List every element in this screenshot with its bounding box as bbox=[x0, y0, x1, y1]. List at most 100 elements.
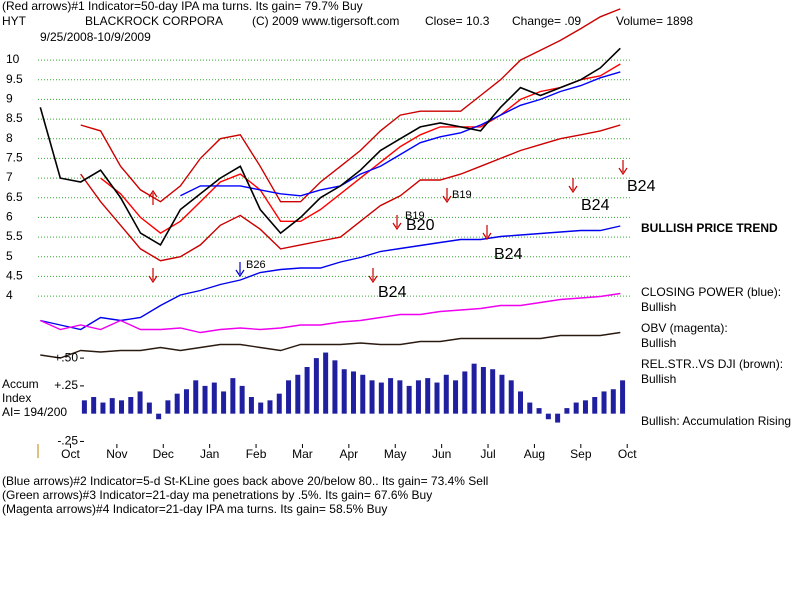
bar bbox=[211, 382, 217, 414]
bar bbox=[332, 360, 338, 414]
x-tick-label: May bbox=[384, 447, 407, 461]
legend-status: Bullish bbox=[641, 336, 676, 350]
legend-status: Bullish bbox=[641, 372, 676, 386]
bar bbox=[128, 397, 134, 414]
arrow-head bbox=[442, 195, 452, 204]
y-tick-label: 8 bbox=[6, 131, 13, 145]
arrow-head bbox=[618, 167, 628, 176]
bar bbox=[350, 371, 356, 414]
y-tick-label: 9.5 bbox=[6, 72, 23, 86]
y-tick-label: 5.5 bbox=[6, 229, 23, 243]
arrow-head bbox=[235, 269, 245, 278]
y-tick-label: 4.5 bbox=[6, 269, 23, 283]
x-tick-label: Dec bbox=[153, 447, 174, 461]
bar bbox=[202, 385, 208, 414]
bar bbox=[592, 397, 598, 414]
annotation: B24 bbox=[378, 284, 407, 301]
bar bbox=[499, 374, 505, 414]
y-tick-label: 10 bbox=[6, 52, 20, 66]
bar bbox=[295, 374, 301, 414]
series-line bbox=[180, 71, 621, 197]
x-tick-label: Sep bbox=[570, 447, 592, 461]
bar bbox=[425, 378, 431, 414]
annotation: B24 bbox=[627, 178, 656, 195]
bar bbox=[100, 402, 106, 414]
x-tick-label: Oct bbox=[61, 447, 80, 461]
date-range: 9/25/2008-10/9/2009 bbox=[40, 30, 151, 44]
bar bbox=[221, 391, 227, 414]
y-tick-label: 4 bbox=[6, 288, 13, 302]
bar bbox=[453, 380, 459, 414]
arrow-head bbox=[568, 185, 578, 194]
bar bbox=[323, 352, 329, 414]
bar bbox=[81, 400, 87, 414]
bar bbox=[443, 374, 449, 414]
symbol: HYT bbox=[2, 14, 27, 28]
bar bbox=[490, 369, 496, 414]
bar bbox=[369, 380, 375, 414]
series-line bbox=[40, 225, 621, 331]
bar bbox=[174, 393, 180, 414]
bar bbox=[518, 391, 524, 414]
accum-note: AI= 194/200 bbox=[2, 405, 67, 419]
bar bbox=[471, 363, 477, 414]
bar bbox=[388, 378, 394, 414]
bar bbox=[462, 371, 468, 414]
bar bbox=[304, 367, 310, 414]
close: Close= 10.3 bbox=[425, 14, 490, 28]
bar bbox=[508, 380, 514, 414]
bar bbox=[610, 389, 616, 414]
bar bbox=[267, 400, 273, 414]
y-tick-label: 9 bbox=[6, 92, 13, 106]
bar bbox=[434, 382, 440, 414]
annotation: B24 bbox=[494, 246, 523, 263]
bar bbox=[258, 402, 264, 414]
arrow-head bbox=[368, 275, 378, 284]
series-line bbox=[40, 331, 621, 359]
y-tick-label: +.50 bbox=[54, 350, 78, 364]
y-tick-label: 6 bbox=[6, 210, 13, 224]
series-line bbox=[39, 47, 621, 247]
series-line bbox=[100, 63, 621, 234]
annotation: B26 bbox=[246, 259, 266, 271]
company: BLACKROCK CORPORA bbox=[85, 14, 223, 28]
bar bbox=[406, 385, 412, 414]
y-tick-label: 8.5 bbox=[6, 111, 23, 125]
bar bbox=[620, 380, 626, 414]
bar bbox=[564, 408, 570, 414]
series-line bbox=[40, 292, 621, 334]
bar bbox=[193, 380, 199, 414]
bar bbox=[480, 367, 486, 414]
bar bbox=[601, 391, 607, 414]
y-tick-label: 6.5 bbox=[6, 190, 23, 204]
bar bbox=[137, 391, 143, 414]
x-tick-label: Jul bbox=[480, 447, 495, 461]
volume: Volume= 1898 bbox=[616, 14, 693, 28]
bar bbox=[165, 400, 171, 414]
annotation: B19 bbox=[452, 189, 472, 201]
bar bbox=[156, 413, 162, 420]
bar bbox=[397, 380, 403, 414]
accum-subtitle: Index bbox=[2, 391, 31, 405]
x-tick-label: Apr bbox=[340, 447, 359, 461]
bar bbox=[360, 374, 366, 414]
legend-label: CLOSING POWER (blue): bbox=[641, 285, 781, 299]
legend-label: OBV (magenta): bbox=[641, 321, 728, 335]
y-tick-label: +.25 bbox=[54, 378, 78, 392]
annotation: B24 bbox=[581, 197, 610, 214]
header-line: (Red arrows)#1 Indicator=50-day IPA ma t… bbox=[2, 0, 363, 13]
copyright: (C) 2009 www.tigersoft.com bbox=[252, 14, 399, 28]
footer-line: (Green arrows)#3 Indicator=21-day ma pen… bbox=[2, 488, 432, 502]
bar bbox=[415, 380, 421, 414]
bar bbox=[119, 400, 125, 414]
bar bbox=[230, 378, 236, 414]
footer-line: (Magenta arrows)#4 Indicator=21-day IPA … bbox=[2, 502, 387, 516]
bar bbox=[183, 389, 189, 414]
y-tick-label: 7 bbox=[6, 170, 13, 184]
y-tick-label: -.25 bbox=[57, 434, 78, 448]
x-tick-label: Oct bbox=[618, 447, 637, 461]
arrow-head bbox=[482, 232, 492, 241]
bar bbox=[341, 369, 347, 414]
bar bbox=[573, 402, 579, 414]
